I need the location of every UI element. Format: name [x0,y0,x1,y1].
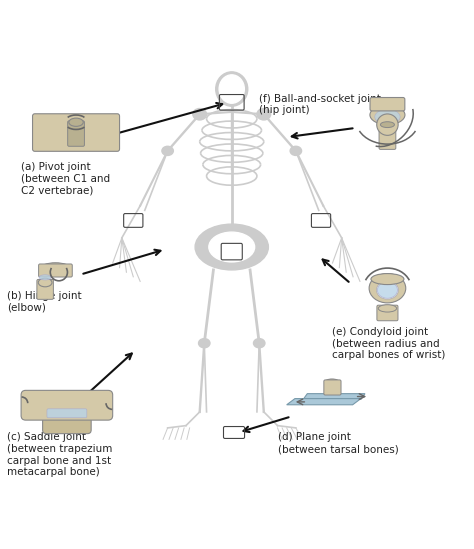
Ellipse shape [375,109,400,124]
FancyBboxPatch shape [377,305,398,321]
Text: (e) Condyloid joint
(between radius and
carpal bones of wrist): (e) Condyloid joint (between radius and … [332,327,446,360]
Ellipse shape [371,273,404,284]
FancyBboxPatch shape [68,121,84,146]
Ellipse shape [257,109,271,120]
Ellipse shape [290,146,301,155]
Ellipse shape [209,232,255,262]
Ellipse shape [254,339,265,348]
Text: (f) Ball-and-socket joint
(hip joint): (f) Ball-and-socket joint (hip joint) [259,94,381,115]
Ellipse shape [199,339,210,348]
FancyBboxPatch shape [324,380,341,395]
Text: (c) Saddle joint
(between trapezium
carpal bone and 1st
metacarpal bone): (c) Saddle joint (between trapezium carp… [8,433,113,477]
Ellipse shape [216,72,248,106]
FancyBboxPatch shape [21,390,113,420]
Ellipse shape [40,263,71,275]
Polygon shape [287,399,361,405]
Ellipse shape [69,118,83,126]
Polygon shape [303,394,365,400]
Ellipse shape [370,105,405,125]
FancyBboxPatch shape [47,409,87,418]
FancyBboxPatch shape [43,397,91,434]
Ellipse shape [369,273,406,303]
Ellipse shape [162,146,173,155]
Ellipse shape [381,122,394,127]
Ellipse shape [39,275,51,280]
Ellipse shape [219,75,244,103]
FancyBboxPatch shape [38,264,72,277]
FancyBboxPatch shape [37,279,54,299]
FancyBboxPatch shape [33,114,119,152]
Ellipse shape [38,278,52,287]
Ellipse shape [193,109,207,120]
Ellipse shape [195,224,268,270]
Text: (a) Pivot joint
(between C1 and
C2 vertebrae): (a) Pivot joint (between C1 and C2 verte… [21,163,110,195]
Ellipse shape [325,379,339,385]
Ellipse shape [377,114,398,136]
FancyBboxPatch shape [370,98,405,111]
Text: (d) Plane joint
(between tarsal bones): (d) Plane joint (between tarsal bones) [278,433,398,454]
Ellipse shape [378,305,397,312]
Text: (b) Hinge joint
(elbow): (b) Hinge joint (elbow) [8,290,82,312]
Ellipse shape [377,282,398,298]
FancyBboxPatch shape [379,124,396,149]
Ellipse shape [376,281,399,299]
